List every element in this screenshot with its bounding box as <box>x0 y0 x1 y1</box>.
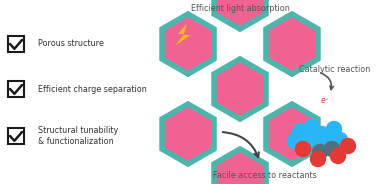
Text: Facile access to reactants: Facile access to reactants <box>213 171 317 180</box>
Circle shape <box>341 139 355 153</box>
Circle shape <box>293 125 307 139</box>
Text: Structural tunability
& functionalization: Structural tunability & functionalizatio… <box>38 126 118 146</box>
Text: Efficient light absorption: Efficient light absorption <box>191 4 290 13</box>
Circle shape <box>314 127 330 141</box>
Circle shape <box>301 134 316 148</box>
Circle shape <box>330 148 345 164</box>
Circle shape <box>327 121 341 137</box>
Circle shape <box>324 141 339 157</box>
Polygon shape <box>266 104 318 164</box>
FancyArrowPatch shape <box>321 73 333 89</box>
Polygon shape <box>214 0 266 29</box>
Circle shape <box>313 144 327 160</box>
Polygon shape <box>266 14 318 74</box>
Polygon shape <box>214 59 266 119</box>
Circle shape <box>319 135 333 149</box>
Polygon shape <box>162 14 214 74</box>
Polygon shape <box>175 24 190 46</box>
Text: Efficient charge separation: Efficient charge separation <box>38 84 147 93</box>
Text: Porous structure: Porous structure <box>38 40 104 49</box>
FancyArrowPatch shape <box>223 132 259 157</box>
Circle shape <box>305 119 319 135</box>
Text: e⁻: e⁻ <box>321 96 330 105</box>
Polygon shape <box>214 149 266 184</box>
Polygon shape <box>162 104 214 164</box>
Circle shape <box>296 141 310 157</box>
Circle shape <box>333 132 347 148</box>
Circle shape <box>288 134 302 148</box>
Circle shape <box>310 151 325 167</box>
Text: Catalytic reaction: Catalytic reaction <box>299 65 370 73</box>
